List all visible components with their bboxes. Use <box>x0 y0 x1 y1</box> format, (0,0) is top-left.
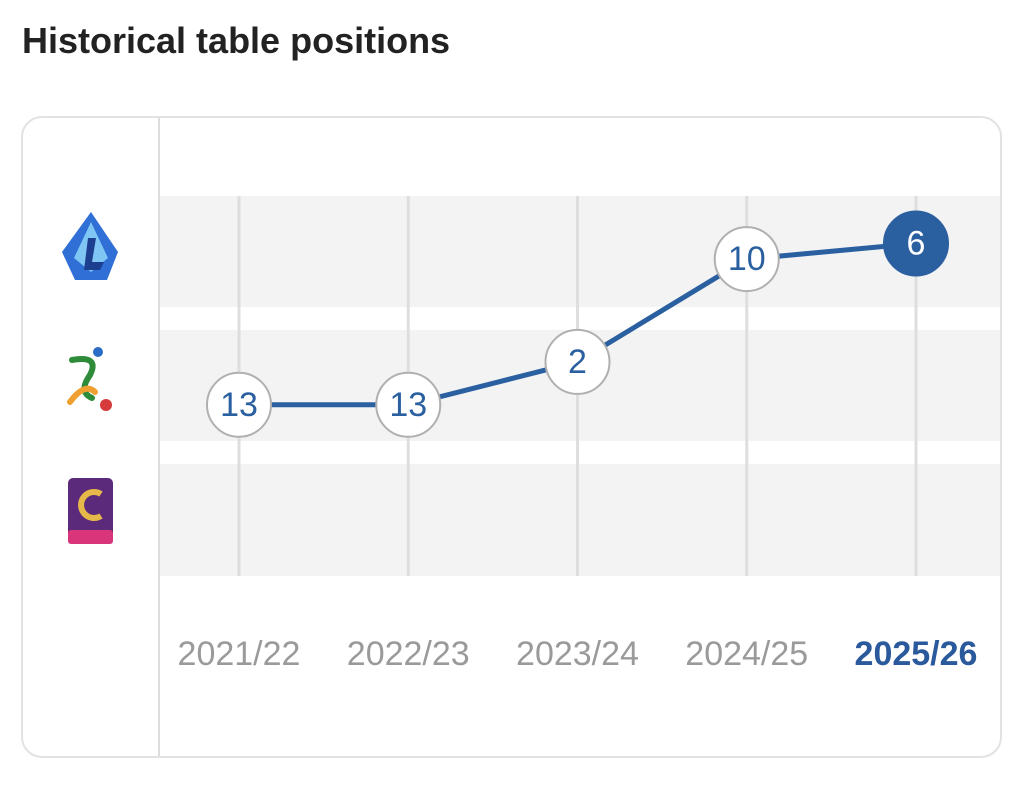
band-serie-c <box>160 464 1000 576</box>
section-title: Historical table positions <box>22 20 451 61</box>
position-label: 10 <box>728 240 766 278</box>
position-marker <box>375 371 442 438</box>
x-tick-label: 2022/23 <box>347 635 470 673</box>
band-serie-a <box>160 196 1000 307</box>
position-label: 2 <box>568 343 587 381</box>
x-tick-label: 2021/22 <box>178 635 301 673</box>
position-marker <box>206 371 272 438</box>
serie-c-logo <box>68 478 113 544</box>
serie-a-logo <box>62 212 118 280</box>
position-marker <box>883 210 949 277</box>
position-label: 13 <box>389 386 427 424</box>
position-label: 6 <box>907 224 926 262</box>
x-tick-label: 2023/24 <box>516 635 639 673</box>
serie-b-logo <box>67 347 112 411</box>
position-label: 13 <box>220 386 258 424</box>
x-tick-label: 2025/26 <box>855 635 978 673</box>
position-marker <box>713 226 780 293</box>
x-tick-label: 2024/25 <box>685 635 808 673</box>
position-marker <box>544 328 611 395</box>
